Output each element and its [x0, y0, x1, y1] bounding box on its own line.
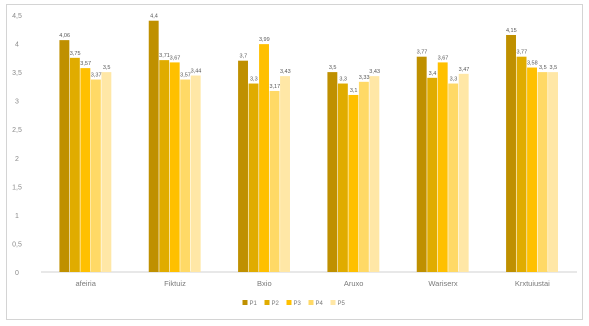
- x-tick-label: afeiria: [75, 279, 96, 288]
- legend-label: P2: [272, 301, 280, 307]
- y-tick-label: 4: [15, 42, 19, 49]
- data-label: 3,3: [450, 77, 458, 83]
- legend-label: P1: [250, 301, 258, 307]
- bar: [337, 83, 348, 273]
- bar: [537, 72, 548, 272]
- y-tick-label: 1,5: [12, 184, 22, 191]
- bar: [269, 90, 280, 272]
- bar: [248, 83, 259, 273]
- data-label: 3,67: [438, 55, 449, 61]
- data-label: 3,37: [91, 73, 102, 79]
- y-tick-label: 1: [15, 213, 19, 220]
- bar: [416, 56, 427, 272]
- bar: [448, 83, 459, 273]
- legend-label: P5: [338, 301, 346, 307]
- data-label: 3,67: [170, 55, 181, 61]
- y-tick-label: 3: [15, 99, 19, 106]
- data-label: 3,17: [269, 84, 280, 90]
- bar: [80, 68, 91, 272]
- x-tick-label: Bxio: [257, 279, 272, 288]
- data-labels: 4,063,753,573,373,54,43,71 3,673,573,443,…: [59, 14, 557, 94]
- legend-swatch: [330, 300, 336, 305]
- data-label: 3,58: [527, 61, 538, 67]
- y-axis: 0 0,5 1 1,5 2 2,5 3 3,5 4 4,5: [12, 13, 22, 277]
- bar: [427, 77, 438, 272]
- bar: [348, 94, 359, 272]
- bar: [159, 60, 170, 272]
- data-label: 3,47: [459, 67, 470, 73]
- y-tick-label: 3,5: [12, 70, 22, 77]
- data-label: 3,57: [180, 73, 191, 79]
- bar: [59, 40, 70, 272]
- data-label: 4,15: [506, 28, 517, 34]
- bar: [548, 72, 558, 272]
- bar: [280, 76, 290, 272]
- data-label: 3,77: [516, 50, 527, 56]
- data-label: 3,99: [259, 37, 270, 43]
- x-axis: afeiria Fiktuiz Bxio Aruxo Wariserx Krxtuiust…: [41, 271, 577, 288]
- data-label: 3,4: [429, 71, 437, 77]
- data-label: 3,33: [359, 75, 370, 81]
- bar: [369, 76, 380, 272]
- data-label: 3,75: [70, 51, 81, 57]
- data-label: 3,3: [339, 77, 347, 83]
- bar-chart: 0 0,5 1 1,5 2 2,5 3 3,5 4 4,5 afeiria Fiktuiz Bxio A…: [12, 13, 577, 307]
- data-label: 3,71: [159, 53, 170, 59]
- y-tick-label: 0: [15, 270, 19, 277]
- y-tick-label: 4,5: [12, 13, 22, 20]
- x-tick-label: Fiktuiz: [164, 279, 186, 288]
- bar: [101, 72, 112, 272]
- y-tick-label: 0,5: [12, 241, 22, 248]
- x-tick-label: Krxtuiustai: [515, 279, 550, 288]
- legend-swatch: [242, 300, 248, 305]
- bar: [238, 60, 248, 272]
- x-tick-label: Wariserx: [428, 279, 458, 288]
- data-label: 3,5: [103, 65, 111, 71]
- data-label: 3,5: [539, 65, 547, 71]
- bar: [327, 72, 338, 272]
- bar: [516, 56, 527, 272]
- data-label: 3,44: [191, 69, 202, 75]
- chart-frame: 0 0,5 1 1,5 2 2,5 3 3,5 4 4,5 afeiria Fiktuiz Bxio A…: [6, 4, 583, 320]
- data-label: 3,7: [240, 54, 248, 60]
- bars: [59, 20, 558, 273]
- bar: [169, 62, 180, 272]
- legend: P1 P2 P3 P4 P5: [242, 300, 346, 307]
- data-label: 3,5: [550, 65, 558, 71]
- legend-swatch: [264, 300, 270, 305]
- bar: [190, 75, 201, 272]
- legend-label: P3: [294, 301, 302, 307]
- data-label: 3,43: [369, 69, 380, 75]
- bar: [259, 44, 269, 273]
- bar: [148, 20, 159, 273]
- bar: [506, 34, 516, 272]
- data-label: 3,43: [280, 69, 291, 75]
- y-tick-label: 2,5: [12, 127, 22, 134]
- data-label: 4,06: [59, 33, 70, 39]
- bar: [180, 79, 191, 272]
- data-label: 3,1: [350, 88, 358, 94]
- y-tick-label: 2: [15, 156, 19, 163]
- bar: [527, 67, 537, 272]
- legend-swatch: [308, 300, 314, 305]
- bar: [69, 57, 80, 273]
- data-label: 3,57: [80, 61, 91, 67]
- data-label: 3,77: [417, 50, 428, 56]
- legend-swatch: [286, 300, 292, 305]
- x-tick-label: Aruxo: [344, 279, 364, 288]
- data-label: 3,3: [250, 77, 258, 83]
- bar: [90, 79, 101, 272]
- data-label: 3,5: [329, 65, 337, 71]
- bar: [358, 81, 369, 272]
- data-label: 4,4: [150, 14, 158, 20]
- bar: [437, 62, 448, 272]
- bar: [458, 73, 469, 272]
- legend-label: P4: [316, 301, 324, 307]
